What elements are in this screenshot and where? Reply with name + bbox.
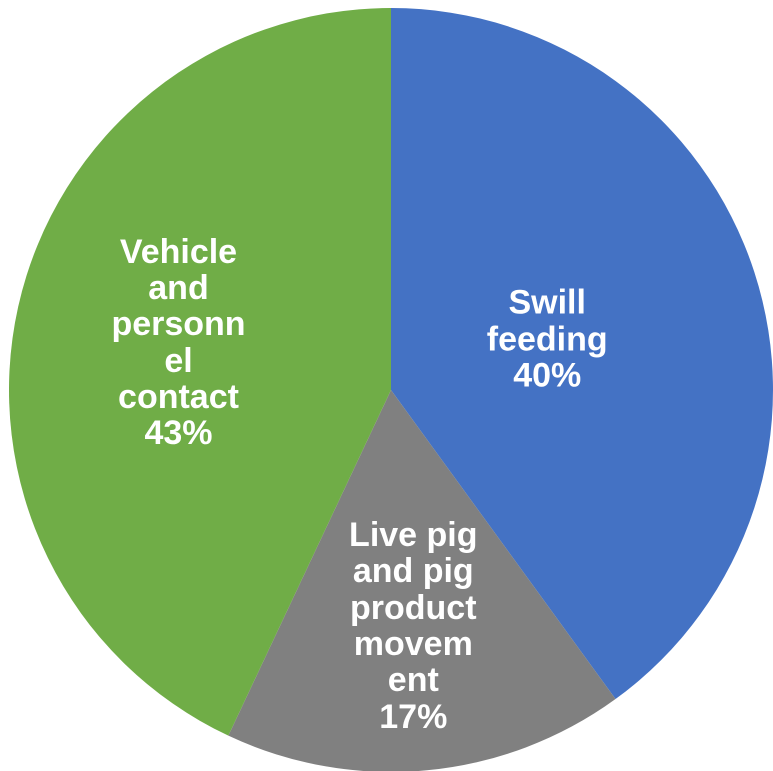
slice-name: Live pig and pig product movem ent — [349, 515, 478, 700]
slice-percent: 17% — [379, 697, 448, 736]
pie-slice-3 — [8, 8, 392, 736]
slice-percent: 43% — [144, 414, 213, 453]
pie-slice-2 — [228, 390, 616, 771]
pie-slices — [8, 8, 773, 771]
pie-slice-1 — [391, 8, 773, 700]
slice-label-1: Swill feeding 40% — [486, 283, 608, 395]
slice-name: Vehicle and personn el contact — [111, 232, 246, 416]
slice-percent: 40% — [513, 356, 582, 395]
slice-name: Swill feeding — [486, 283, 608, 359]
slice-label-3: Vehicle and personn el contact 43% — [111, 232, 246, 453]
slice-label-2: Live pig and pig product movem ent 17% — [349, 515, 478, 736]
